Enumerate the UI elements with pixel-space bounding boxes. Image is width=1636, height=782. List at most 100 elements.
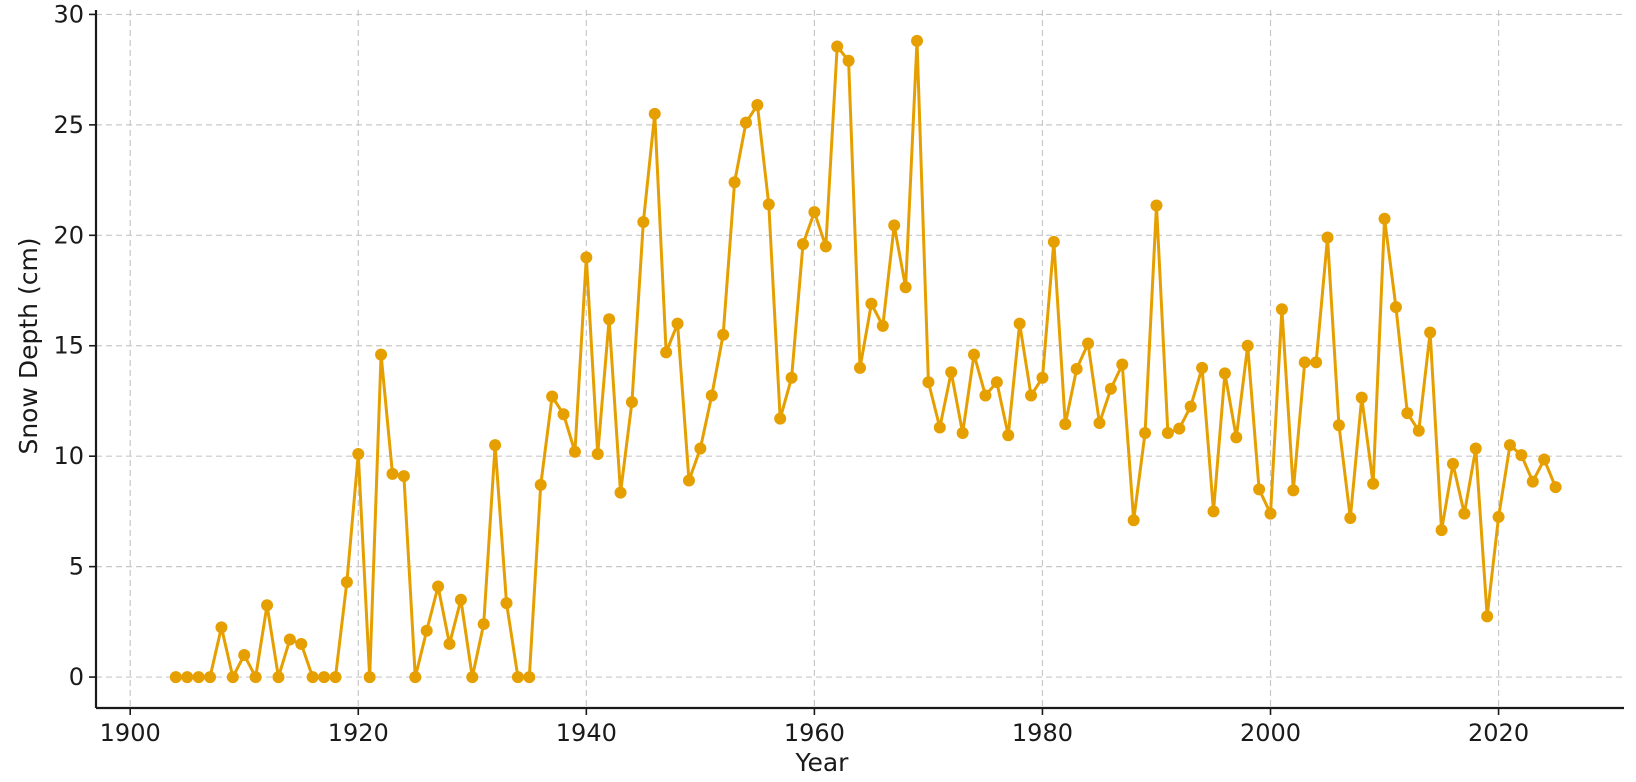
data-point: [1355, 391, 1368, 404]
data-point: [169, 671, 182, 684]
data-point: [1173, 422, 1186, 435]
data-point: [181, 671, 194, 684]
data-point: [557, 408, 570, 421]
data-point: [249, 671, 262, 684]
y-axis-title: Snow Depth (cm): [14, 237, 43, 454]
data-point: [751, 98, 764, 111]
data-point: [511, 671, 524, 684]
x-tick-label: 2020: [1468, 719, 1529, 747]
x-tick-label: 1900: [100, 719, 161, 747]
data-point: [1139, 426, 1152, 439]
data-point: [192, 671, 205, 684]
data-point: [979, 389, 992, 402]
data-point: [1401, 407, 1414, 420]
data-point: [1013, 317, 1026, 330]
data-point: [1264, 507, 1277, 520]
data-point: [1367, 477, 1380, 490]
data-point: [899, 281, 912, 294]
y-tick-label: 5: [69, 553, 84, 581]
data-point: [1435, 524, 1448, 537]
data-point: [432, 580, 445, 593]
data-point: [968, 348, 981, 361]
data-point: [1253, 483, 1266, 496]
data-point: [717, 328, 730, 341]
data-point: [306, 671, 319, 684]
data-point: [1458, 507, 1471, 520]
data-point: [340, 576, 353, 589]
data-point: [454, 593, 467, 606]
data-point: [876, 319, 889, 332]
series-line: [175, 39, 1557, 679]
data-point: [705, 389, 718, 402]
data-point: [489, 439, 502, 452]
data-point: [1082, 337, 1095, 350]
data-point: [774, 412, 787, 425]
x-tick-label: 1960: [784, 719, 845, 747]
data-point: [728, 176, 741, 189]
data-point: [739, 116, 752, 129]
data-point: [1025, 389, 1038, 402]
data-point: [819, 240, 832, 253]
data-point: [888, 219, 901, 232]
data-point: [1002, 429, 1015, 442]
data-point: [466, 671, 479, 684]
data-point: [682, 474, 695, 487]
data-point: [477, 618, 490, 631]
data-point: [956, 426, 969, 439]
data-point: [1526, 475, 1539, 488]
data-point: [1515, 449, 1528, 462]
data-point: [318, 671, 331, 684]
data-point: [1218, 367, 1231, 380]
data-point: [1424, 326, 1437, 339]
data-point: [1412, 424, 1425, 437]
data-point: [637, 216, 650, 229]
data-point: [1275, 303, 1288, 316]
data-point: [329, 671, 342, 684]
data-point: [1196, 361, 1209, 374]
data-point: [1549, 481, 1562, 494]
data-point: [990, 376, 1003, 389]
data-point: [1184, 400, 1197, 413]
data-point: [1378, 212, 1391, 225]
x-axis-title: Year: [795, 748, 850, 777]
data-point: [911, 34, 924, 47]
data-point: [283, 633, 296, 646]
data-point: [352, 447, 365, 460]
data-point: [1481, 610, 1494, 623]
data-point: [671, 317, 684, 330]
data-point: [1161, 426, 1174, 439]
x-tick-label: 1920: [328, 719, 389, 747]
data-point: [1036, 371, 1049, 384]
data-point: [1344, 512, 1357, 525]
data-point: [865, 297, 878, 310]
y-tick-label: 30: [53, 0, 84, 28]
data-point: [1298, 356, 1311, 369]
y-tick-label: 20: [53, 221, 84, 249]
data-point: [443, 637, 456, 650]
data-series: [169, 34, 1562, 684]
data-point: [261, 599, 274, 612]
data-point: [933, 421, 946, 434]
data-point: [1503, 439, 1516, 452]
tick-labels: 1900 1920 1940 1960 1980 2000 2020 0 5 10 15 20 25 30: [53, 0, 1529, 747]
data-point: [568, 445, 581, 458]
data-point: [523, 671, 536, 684]
data-point: [842, 54, 855, 67]
x-tick-label: 1980: [1012, 719, 1073, 747]
data-point: [386, 467, 399, 480]
data-point: [272, 671, 285, 684]
data-point: [854, 361, 866, 374]
data-point: [625, 396, 638, 409]
data-point: [591, 447, 604, 460]
data-point: [546, 390, 559, 403]
data-point: [1241, 339, 1254, 352]
data-point: [660, 346, 673, 359]
data-point: [1047, 235, 1060, 248]
data-point: [1469, 442, 1482, 455]
data-point: [1070, 362, 1083, 375]
y-tick-label: 15: [53, 332, 84, 360]
data-point: [500, 597, 513, 610]
data-point: [215, 621, 228, 634]
data-point: [603, 313, 616, 326]
